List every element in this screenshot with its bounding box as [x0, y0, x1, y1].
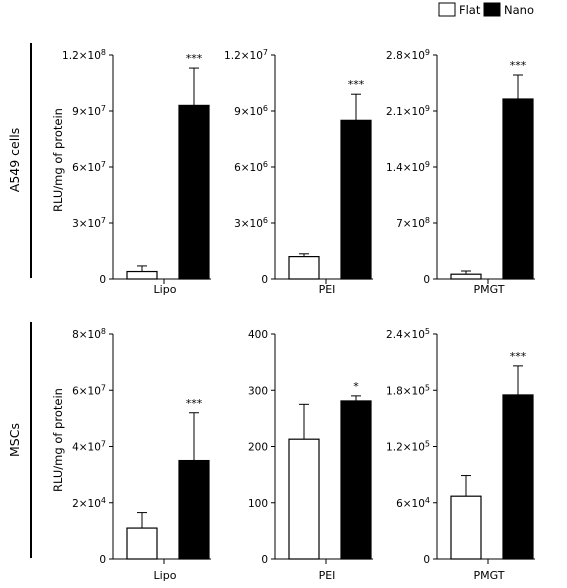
panel-2-tick-label: 2.8×109: [386, 48, 430, 62]
panel-1-bar-nano: [340, 119, 372, 280]
panel-2-tick-label: 7×108: [396, 216, 430, 230]
panel-0-bar-nano: [178, 104, 210, 280]
panel-0-tick-label: 0: [99, 274, 106, 286]
panel-1-bar-flat: [288, 256, 320, 280]
panel-3-bar-nano: [178, 459, 210, 560]
panel-0-category-label: Lipo: [154, 283, 177, 296]
panel-3-tick-label: 8×108: [72, 327, 106, 341]
panel-3-category-label: Lipo: [154, 569, 177, 582]
panel-5-bar-flat: [450, 495, 482, 560]
panel-2-category-label: PMGT: [474, 283, 505, 296]
legend-label-nano: Nano: [504, 3, 534, 17]
panel-5-bar-nano: [502, 394, 534, 560]
panel-1-tick-label: 1.2×107: [224, 48, 268, 62]
y-axis-label-0: RLU/mg of protein: [51, 108, 65, 212]
legend-swatch-nano: [483, 2, 501, 17]
panel-0-tick-label: 9×107: [72, 104, 106, 118]
panel-4-tick-label: 200: [248, 442, 268, 454]
panel-1-significance-label: ***: [348, 78, 365, 91]
panel-3-bar-flat: [126, 527, 158, 560]
panel-4-bar-flat: [288, 438, 320, 560]
panel-4-bar-nano: [340, 400, 372, 560]
panel-2-significance-label: ***: [510, 59, 527, 72]
panel-1-tick-label: 6×106: [234, 160, 268, 174]
panel-3-significance-label: ***: [186, 397, 203, 410]
row-label-0: A549 cells: [7, 128, 22, 192]
panel-5-category-label: PMGT: [474, 569, 505, 582]
panel-4-category-label: PEI: [319, 569, 336, 582]
panel-4-tick-label: 100: [248, 498, 268, 510]
panel-2-tick-label: 0: [423, 274, 430, 286]
legend-label-flat: Flat: [459, 3, 481, 17]
panel-2-bar-flat: [450, 273, 482, 280]
panel-4-tick-label: 400: [248, 329, 268, 341]
panel-0-tick-label: 1.2×108: [62, 48, 106, 62]
panel-3-tick-label: 0: [99, 554, 106, 566]
panel-4-tick-label: 0: [261, 554, 268, 566]
panel-2-bar-nano: [502, 98, 534, 280]
panel-5-tick-label: 1.8×105: [386, 383, 430, 397]
panel-5-tick-label: 1.2×105: [386, 440, 430, 454]
y-axis-label-1: RLU/mg of protein: [51, 388, 65, 492]
panel-5-tick-label: 6×104: [396, 496, 430, 510]
panel-3-tick-label: 6×107: [72, 383, 106, 397]
legend-swatch-flat: [438, 2, 456, 17]
panel-1-category-label: PEI: [319, 283, 336, 296]
panel-3-tick-label: 4×107: [72, 440, 106, 454]
panel-3-tick-label: 2×104: [72, 496, 106, 510]
panel-2-tick-label: 2.1×109: [386, 104, 430, 118]
panel-0-tick-label: 3×107: [72, 216, 106, 230]
panel-5-significance-label: ***: [510, 350, 527, 363]
panel-0-bar-flat: [126, 270, 158, 280]
panel-1-tick-label: 0: [261, 274, 268, 286]
panel-1-tick-label: 3×106: [234, 216, 268, 230]
panel-2-tick-label: 1.4×109: [386, 160, 430, 174]
panel-4-tick-label: 300: [248, 385, 268, 397]
row-label-1: MSCs: [7, 423, 22, 457]
panel-0-significance-label: ***: [186, 52, 203, 65]
panel-5-tick-label: 2.4×105: [386, 327, 430, 341]
panel-1-tick-label: 9×106: [234, 104, 268, 118]
panel-4-significance-label: *: [353, 380, 359, 393]
panel-0-tick-label: 6×107: [72, 160, 106, 174]
panel-5-tick-label: 0: [423, 554, 430, 566]
